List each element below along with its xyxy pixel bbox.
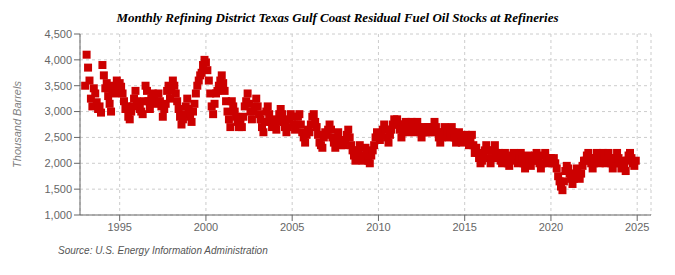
html-text:Source: U.S. Energy Informatio: Source: U.S. Energy Information Administ… (58, 245, 268, 256)
svg-text:3,500: 3,500 (44, 80, 72, 92)
svg-text:1995: 1995 (107, 221, 131, 233)
svg-text:1,500: 1,500 (44, 183, 72, 195)
svg-text:4,000: 4,000 (44, 54, 72, 66)
svg-text:4,500: 4,500 (44, 28, 72, 40)
svg-text:2015: 2015 (452, 221, 476, 233)
svg-text:2020: 2020 (539, 221, 563, 233)
svg-text:2005: 2005 (280, 221, 304, 233)
html-text:Monthly Refining District Texa: Monthly Refining District Texas Gulf Coa… (116, 10, 559, 25)
svg-text:2000: 2000 (194, 221, 218, 233)
svg-text:2,500: 2,500 (44, 131, 72, 143)
svg-text:3,000: 3,000 (44, 105, 72, 117)
svg-text:Thousand Barrels: Thousand Barrels (11, 81, 23, 168)
svg-text:2025: 2025 (625, 221, 649, 233)
svg-text:2,000: 2,000 (44, 157, 72, 169)
svg-text:1,000: 1,000 (44, 209, 72, 221)
svg-text:2010: 2010 (366, 221, 390, 233)
